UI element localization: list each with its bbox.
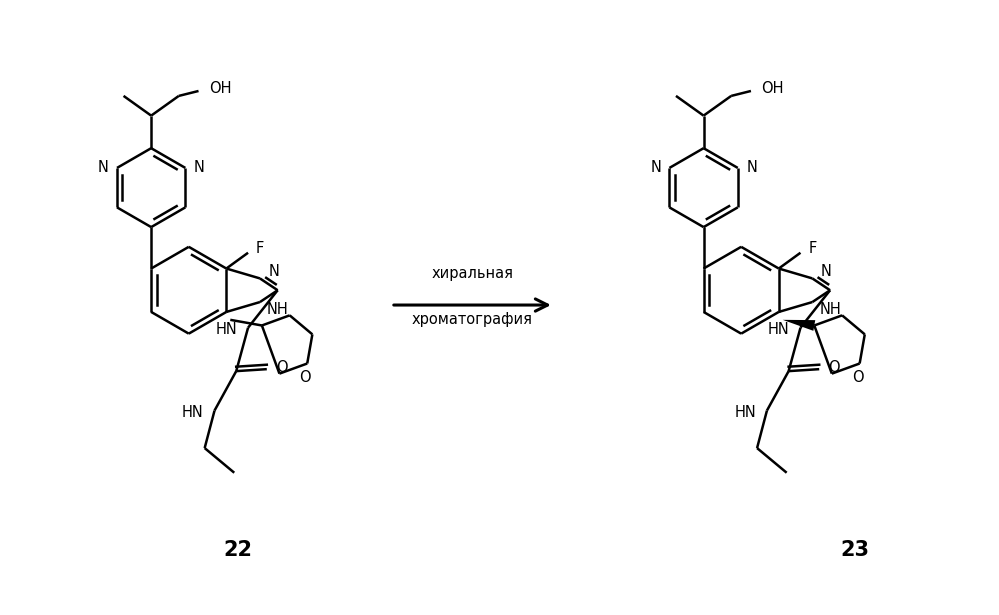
Text: N: N bbox=[746, 161, 757, 175]
Text: OH: OH bbox=[209, 81, 232, 95]
Text: F: F bbox=[808, 241, 816, 256]
Text: HN: HN bbox=[768, 322, 789, 337]
Text: OH: OH bbox=[761, 81, 784, 95]
Text: O: O bbox=[852, 370, 863, 385]
Text: 22: 22 bbox=[224, 540, 253, 560]
Text: 23: 23 bbox=[840, 540, 869, 560]
Text: HN: HN bbox=[734, 405, 756, 420]
Text: O: O bbox=[300, 370, 311, 385]
Text: O: O bbox=[276, 360, 288, 375]
Text: NH: NH bbox=[819, 303, 841, 317]
Text: N: N bbox=[269, 264, 279, 279]
Text: NH: NH bbox=[267, 303, 289, 317]
Text: N: N bbox=[650, 161, 661, 175]
Text: хиральная: хиральная bbox=[432, 266, 513, 281]
Text: F: F bbox=[256, 241, 264, 256]
Text: хроматография: хроматография bbox=[412, 312, 532, 327]
Text: HN: HN bbox=[216, 322, 237, 337]
Text: N: N bbox=[821, 264, 831, 279]
Text: N: N bbox=[98, 161, 109, 175]
Polygon shape bbox=[782, 320, 815, 331]
Text: HN: HN bbox=[182, 405, 204, 420]
Text: O: O bbox=[828, 360, 840, 375]
Text: N: N bbox=[194, 161, 205, 175]
